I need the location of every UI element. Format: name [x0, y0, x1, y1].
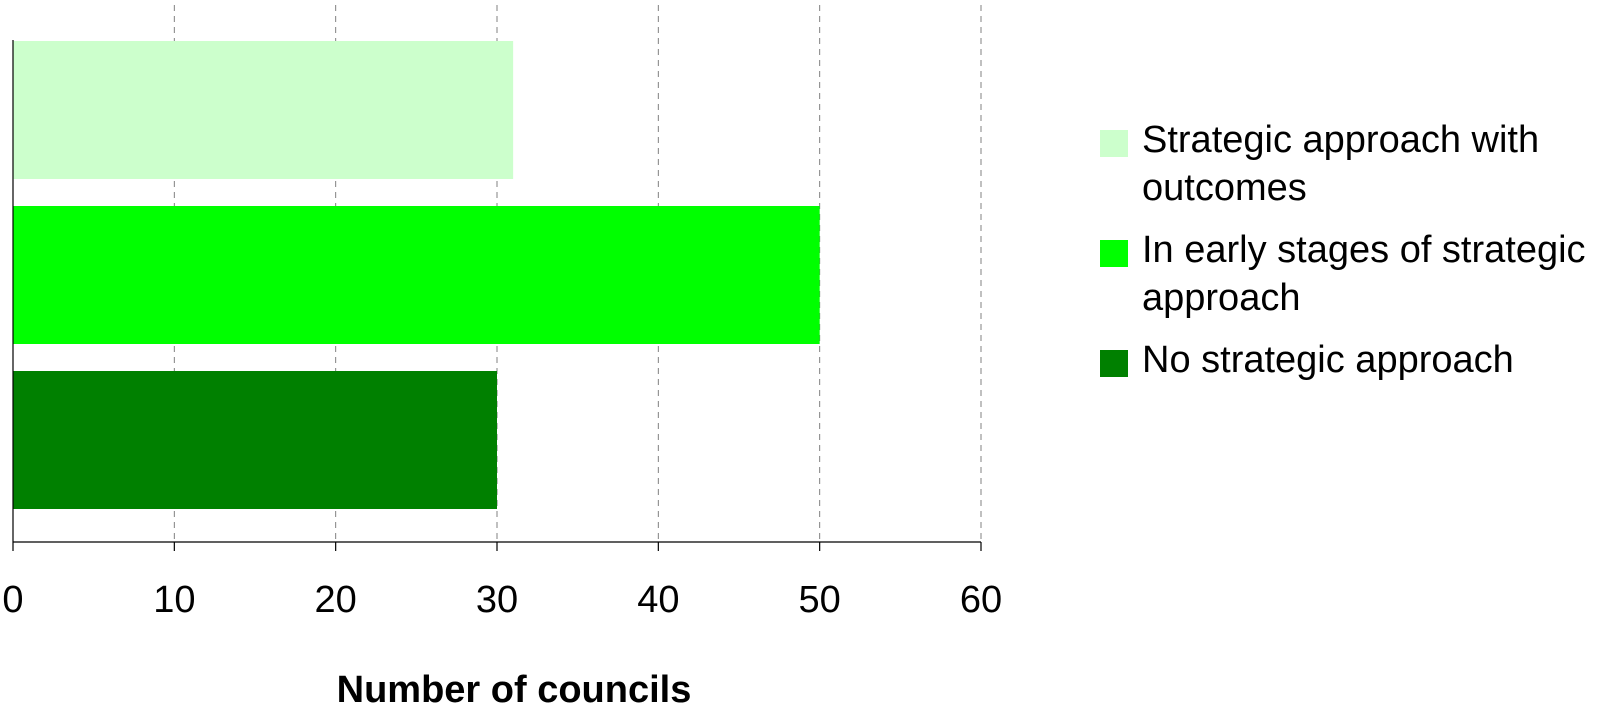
bar	[13, 206, 820, 344]
x-tick-label: 10	[153, 579, 195, 621]
legend-item-early-stages: In early stages of strategic approach	[1100, 226, 1615, 322]
legend-label: No strategic approach	[1142, 339, 1514, 381]
bars	[13, 41, 820, 509]
x-tick-label: 50	[799, 579, 841, 621]
legend-swatch	[1100, 350, 1128, 377]
legend-swatch	[1100, 240, 1128, 267]
legend-swatch	[1100, 130, 1128, 157]
x-axis: 0 10 20 30 40 50 60	[2, 40, 1002, 621]
x-axis-title: Number of councils	[337, 669, 692, 711]
legend-label: In early stages of strategic approach	[1142, 229, 1586, 319]
legend-item-no-strategic: No strategic approach	[1100, 336, 1615, 384]
bar	[13, 41, 514, 179]
legend: Strategic approach with outcomes In earl…	[1100, 116, 1615, 398]
x-tick-label: 20	[315, 579, 357, 621]
bar	[13, 371, 497, 509]
x-tick-label: 0	[2, 579, 23, 621]
x-tick-label: 40	[637, 579, 679, 621]
x-tick-label: 30	[476, 579, 518, 621]
x-tick-label: 60	[960, 579, 1002, 621]
legend-label: Strategic approach with outcomes	[1142, 119, 1540, 209]
legend-item-strategic-with-outcomes: Strategic approach with outcomes	[1100, 116, 1615, 212]
